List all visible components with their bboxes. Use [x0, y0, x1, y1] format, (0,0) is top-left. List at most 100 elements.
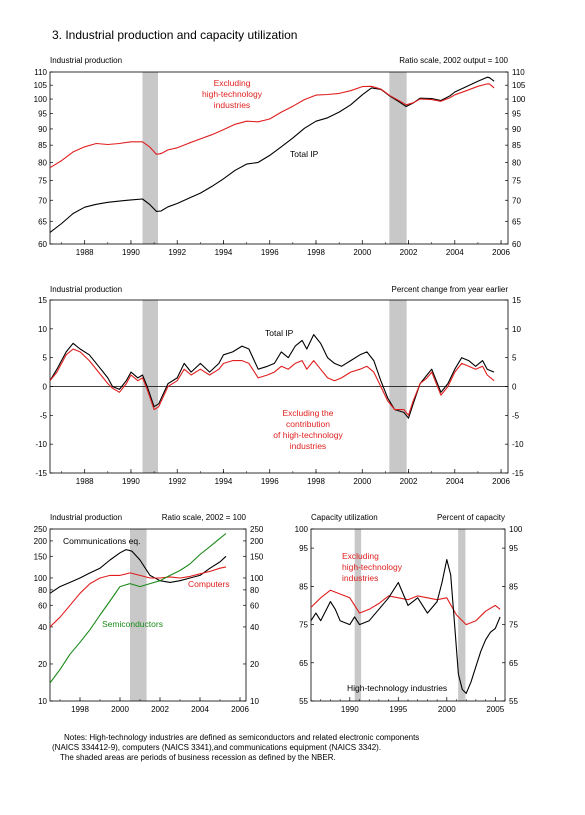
y-tick-label-right: 150	[250, 552, 264, 561]
x-tick-label: 2002	[400, 477, 418, 486]
x-tick-label: 2000	[353, 248, 371, 257]
y-tick-label-left: 80	[38, 586, 47, 595]
y-tick-label-right: 110	[512, 68, 525, 77]
y-tick-label-left: 60	[38, 601, 47, 610]
label-excluding-line1: Excluding the	[282, 408, 333, 418]
x-tick-label: 1990	[122, 248, 140, 257]
y-tick-label-right: 250	[250, 525, 264, 534]
y-tick-label-right: 75	[512, 177, 521, 186]
y-tick-label-left: -5	[40, 411, 48, 420]
x-tick-label: 1992	[168, 477, 186, 486]
y-tick-label-left: 70	[38, 196, 47, 205]
page-title: 3. Industrial production and capacity ut…	[52, 28, 298, 42]
y-tick-label-left: 20	[38, 660, 47, 669]
chart-title-left: Industrial production	[50, 56, 122, 65]
y-tick-label-right: 0	[512, 383, 517, 392]
x-tick-label: 1994	[215, 248, 233, 257]
x-tick-label: 1988	[76, 477, 94, 486]
note-line-2: (NAICS 334412-9), computers (NAICS 3341)…	[52, 743, 382, 752]
y-tick-label-right: 65	[512, 217, 521, 226]
y-tick-label-left: 55	[299, 697, 308, 706]
x-tick-label: 1998	[71, 705, 89, 714]
y-tick-label-right: -15	[512, 469, 524, 478]
x-tick-label: 2006	[492, 248, 510, 257]
label-communications: Communications eq.	[63, 536, 140, 546]
recession-band	[142, 72, 159, 244]
y-tick-label-right: -10	[512, 440, 524, 449]
y-tick-label-left: 0	[43, 383, 48, 392]
y-tick-label-left: 5	[43, 354, 48, 363]
y-tick-label-right: 100	[509, 525, 523, 534]
series-line-total-ip	[49, 334, 495, 419]
chart-title-right: Ratio scale, 2002 output = 100	[399, 56, 508, 65]
recession-band	[458, 529, 466, 701]
y-tick-label-right: 75	[509, 621, 518, 630]
series-line-semiconductors	[49, 533, 227, 684]
y-tick-label-left: 60	[38, 240, 47, 249]
y-tick-label-left: 110	[34, 68, 47, 77]
x-tick-label: 2004	[446, 477, 464, 486]
y-tick-label-right: 5	[512, 354, 517, 363]
y-tick-label-left: 100	[295, 525, 309, 534]
x-tick-label: 1996	[261, 248, 279, 257]
plot-frame	[49, 71, 509, 245]
x-tick-label: 2000	[353, 477, 371, 486]
y-tick-label-right: 55	[509, 697, 518, 706]
x-tick-label: 2000	[438, 705, 456, 714]
y-tick-label-left: 250	[34, 525, 48, 534]
chart-title-left: Capacity utilization	[311, 513, 378, 522]
y-tick-label-right: 100	[512, 95, 526, 104]
x-tick-label: 2004	[446, 248, 464, 257]
y-tick-label-right: 60	[512, 240, 521, 249]
recession-band	[389, 72, 407, 244]
note-line-1: Notes: High-technology industries are de…	[64, 733, 420, 742]
y-tick-label-left: 15	[38, 296, 47, 305]
y-tick-label-right: 40	[250, 623, 259, 632]
series-line-communications-eq-	[49, 549, 227, 594]
recession-band	[130, 529, 147, 701]
y-tick-label-right: 85	[509, 582, 518, 591]
y-tick-label-left: 95	[38, 110, 47, 119]
label-excluding-line2: contribution	[286, 419, 330, 429]
y-tick-label-right: 105	[512, 81, 526, 90]
label-excluding-line2: high-technology	[342, 562, 403, 572]
label-total-ip: Total IP	[265, 328, 294, 338]
x-tick-label: 2000	[111, 705, 129, 714]
y-tick-label-left: 75	[299, 621, 308, 630]
y-tick-label-right: 60	[250, 601, 259, 610]
y-tick-label-right: 95	[509, 544, 518, 553]
x-tick-label: 2002	[151, 705, 169, 714]
series-line-high-technology-industries	[310, 559, 501, 694]
y-tick-label-right: -5	[512, 411, 520, 420]
y-tick-label-left: 80	[38, 158, 47, 167]
y-tick-label-right: 70	[512, 196, 521, 205]
series-line-excluding-the-contribution-of-high-technology-industries	[49, 348, 495, 416]
x-tick-label: 2002	[400, 248, 418, 257]
chart-title-left: Industrial production	[50, 513, 122, 522]
y-tick-label-left: 40	[38, 623, 47, 632]
label-excluding-line3: industries	[214, 100, 250, 110]
y-tick-label-left: 10	[38, 325, 47, 334]
y-tick-label-right: 20	[250, 660, 259, 669]
y-tick-label-left: 95	[299, 544, 308, 553]
plot-frame	[49, 528, 247, 702]
y-tick-label-right: 65	[509, 659, 518, 668]
x-tick-label: 1998	[307, 477, 325, 486]
x-tick-label: 1995	[389, 705, 407, 714]
recession-band	[354, 529, 362, 701]
y-tick-label-right: 80	[250, 586, 259, 595]
y-tick-label-right: 10	[512, 325, 521, 334]
label-excluding-line2: high-technology	[202, 89, 263, 99]
series-line-computers	[49, 566, 227, 628]
label-semiconductors: Semiconductors	[102, 619, 163, 629]
chart-title-left: Industrial production	[50, 285, 122, 294]
label-excluding-line4: industries	[290, 441, 326, 451]
x-tick-label: 2005	[486, 705, 504, 714]
label-excluding-line3: of high-technology	[273, 430, 343, 440]
chart-title-right: Percent of capacity	[437, 513, 505, 522]
y-tick-label-left: 85	[38, 141, 47, 150]
